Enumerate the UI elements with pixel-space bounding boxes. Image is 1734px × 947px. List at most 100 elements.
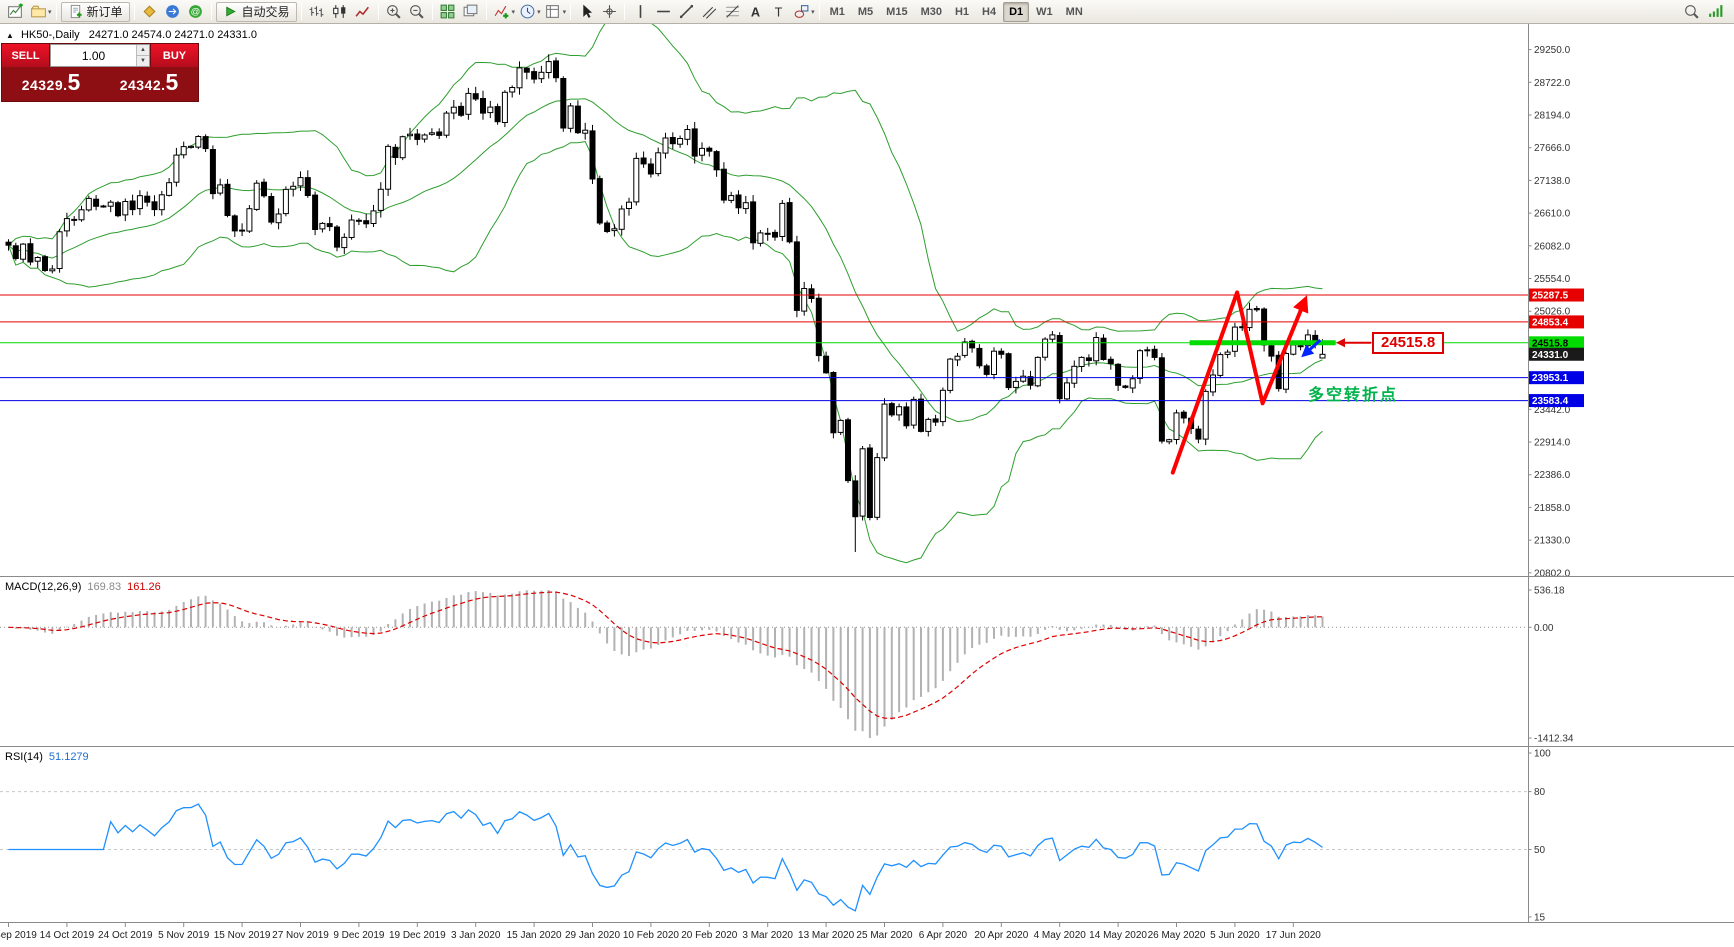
date-axis-label: 17 Jun 2020 — [1266, 930, 1321, 941]
toolbar-separator — [55, 3, 57, 20]
search-icon[interactable] — [1680, 2, 1702, 22]
date-axis-label: 29 Jan 2020 — [565, 930, 620, 941]
date-axis-label: 6 Apr 2020 — [919, 930, 968, 941]
rsi-pane[interactable] — [0, 791, 1528, 912]
zoom-out-icon[interactable] — [406, 2, 428, 22]
toolbar-separator — [300, 3, 302, 20]
label-icon[interactable]: T — [767, 2, 789, 22]
date-axis-label: 20 Apr 2020 — [974, 930, 1028, 941]
volume-up-button[interactable]: ▲ — [137, 45, 149, 55]
rsi-axis-label: 15 — [1534, 913, 1546, 924]
price-axis-label: 25026.0 — [1534, 307, 1571, 318]
timeframe-m1[interactable]: M1 — [829, 5, 845, 18]
tile-windows-icon[interactable] — [437, 2, 459, 22]
timeframe-m5[interactable]: M5 — [857, 5, 874, 18]
timeframe-mn[interactable]: MN — [1065, 5, 1083, 18]
line-chart-icon[interactable] — [352, 2, 374, 22]
zoom-in-icon[interactable] — [383, 2, 405, 22]
date-axis-label: 3 Mar 2020 — [742, 930, 793, 941]
svg-text:23953.1: 23953.1 — [1532, 373, 1569, 384]
cursor-icon[interactable] — [575, 2, 597, 22]
dropdown-caret-icon[interactable]: ▾ — [48, 8, 52, 16]
toolbar-right-icons — [1680, 2, 1730, 22]
timeframe-h1[interactable]: H1 — [954, 5, 970, 18]
svg-text:A: A — [750, 4, 759, 19]
bars-chart-icon[interactable] — [306, 2, 328, 22]
svg-text:24331.0: 24331.0 — [1532, 350, 1569, 361]
volume-down-button[interactable]: ▼ — [137, 55, 149, 66]
volume-box: ▲ ▼ — [50, 44, 150, 67]
date-axis-label: 5 Nov 2019 — [158, 930, 210, 941]
community-icon[interactable]: @ — [185, 2, 207, 22]
dropdown-caret-icon[interactable]: ▾ — [811, 8, 815, 16]
price-axis-tag — [1529, 288, 1584, 302]
market-icon[interactable] — [162, 2, 184, 22]
chart-ohlc-title: ▲ HK50-,Daily 24271.0 24574.0 24271.0 24… — [6, 29, 257, 41]
timeframe-h4[interactable]: H4 — [982, 5, 997, 18]
price-tag-arrowhead — [1336, 338, 1345, 348]
dropdown-caret-icon[interactable]: ▾ — [562, 8, 567, 16]
price-axis-label: 25554.0 — [1534, 274, 1571, 285]
volume-input[interactable] — [51, 45, 136, 66]
chart-profiles-icon[interactable] — [27, 2, 49, 22]
price-axis-label: 22914.0 — [1534, 438, 1571, 449]
one-click-trading-panel: SELL ▲ ▼ BUY 24329. 5 24342. 5 — [2, 44, 198, 101]
date-axis-label: 15 Nov 2019 — [214, 930, 271, 941]
date-axis-label: 9 Dec 2019 — [333, 930, 385, 941]
channel-icon[interactable] — [698, 2, 720, 22]
shapes-icon[interactable] — [790, 2, 812, 22]
timeframe-m30[interactable]: M30 — [920, 5, 942, 18]
date-axis-label: 10 Feb 2020 — [623, 930, 680, 941]
svg-text:T: T — [774, 4, 782, 19]
toolbar-separator — [431, 3, 433, 20]
periods-icon[interactable] — [516, 2, 538, 22]
text-icon[interactable]: A — [744, 2, 766, 22]
price-axis-tag — [1529, 394, 1584, 408]
dropdown-caret-icon[interactable]: ▾ — [537, 8, 541, 16]
timeframe-m15[interactable]: M15 — [886, 5, 908, 18]
dropdown-caret-icon[interactable]: ▾ — [511, 8, 516, 16]
templates-icon[interactable] — [542, 2, 564, 22]
timeframe-w1[interactable]: W1 — [1036, 5, 1053, 18]
main-price-pane[interactable] — [0, 14, 1528, 564]
turning-point-text[interactable]: 多空转折点 — [1308, 387, 1399, 404]
indicators-icon[interactable] — [491, 2, 513, 22]
date-axis-label: 26 May 2020 — [1148, 930, 1206, 941]
trendline-icon[interactable] — [675, 2, 697, 22]
toolbar-separator — [133, 3, 135, 20]
bollinger-upper-band — [8, 24, 1323, 332]
red-zigzag-arrow[interactable] — [1170, 290, 1305, 475]
buy-price: 24342. 5 — [119, 69, 179, 95]
macd-signal-line — [8, 591, 1323, 720]
horizontal-line-icon[interactable] — [652, 2, 674, 22]
candlestick-chart-icon[interactable] — [329, 2, 351, 22]
new-chart-icon[interactable] — [4, 2, 26, 22]
sell-button[interactable]: SELL — [2, 44, 49, 67]
price-axis-label: 21858.0 — [1534, 503, 1571, 514]
new-order-button-label: 新订单 — [86, 5, 123, 19]
autotrade-button[interactable]: 自动交易 — [215, 1, 297, 22]
price-axis-tag — [1529, 336, 1584, 350]
vertical-line-icon[interactable] — [629, 2, 651, 22]
crosshair-icon[interactable] — [598, 2, 620, 22]
one-click-collapse-icon[interactable]: ▲ — [6, 31, 14, 40]
new-order-button[interactable]: 新订单 — [60, 1, 130, 22]
fibonacci-icon[interactable] — [721, 2, 743, 22]
timeframe-d1[interactable]: D1 — [1003, 1, 1030, 22]
mql5-icon[interactable] — [139, 2, 161, 22]
arrange-windows-icon[interactable] — [460, 2, 482, 22]
macd-pane[interactable] — [0, 590, 1528, 738]
date-axis-label: 24 Oct 2019 — [98, 930, 153, 941]
candles — [5, 54, 1326, 552]
price-axis-label: 22386.0 — [1534, 470, 1571, 481]
svg-text:@: @ — [191, 7, 201, 18]
price-tag-label[interactable]: 24515.8 — [1372, 332, 1445, 354]
svg-text:24515.8: 24515.8 — [1532, 338, 1569, 349]
toolbar-separator — [377, 3, 379, 20]
connection-icon[interactable] — [1704, 2, 1726, 22]
price-axis-label: 26082.0 — [1534, 241, 1571, 252]
ohlc-values: 24271.0 24574.0 24271.0 24331.0 — [88, 29, 257, 41]
buy-button[interactable]: BUY — [151, 44, 198, 67]
